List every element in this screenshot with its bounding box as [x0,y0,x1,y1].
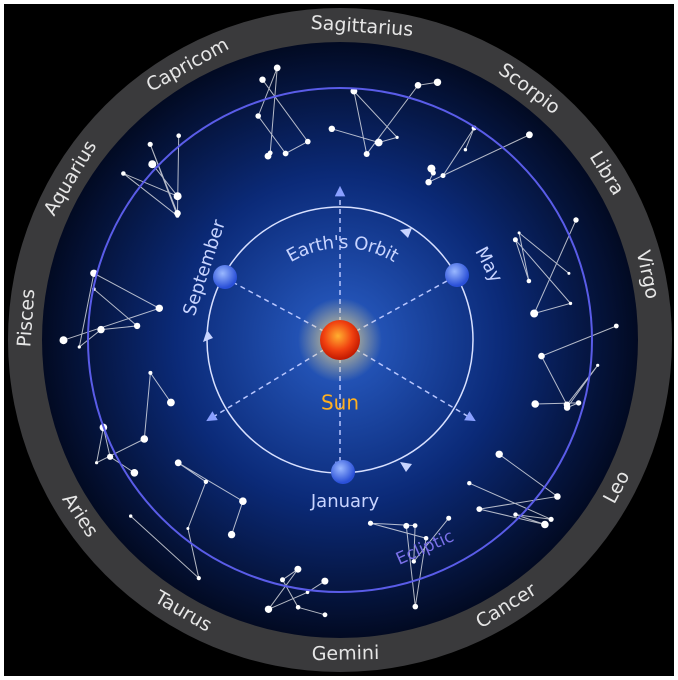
sun-label: Sun [321,391,359,415]
star [228,531,235,538]
star [280,577,285,582]
star [296,605,301,610]
star [167,399,175,407]
star [368,521,373,526]
star [176,133,181,138]
star [496,451,503,458]
star [197,576,201,580]
star [518,231,521,234]
star [434,79,441,86]
star [526,131,533,138]
zodiac-label: Pisces [13,288,39,348]
star [527,279,532,284]
star [425,179,431,185]
star [567,272,570,275]
star [538,353,545,360]
star [323,612,328,617]
star [95,461,98,464]
star [204,480,208,484]
star [431,170,436,175]
star [174,192,182,200]
earth [445,263,469,287]
star [259,77,265,83]
star [175,459,182,466]
star [576,400,581,405]
star [60,336,68,344]
star [614,324,619,329]
star [513,512,517,516]
earth [331,460,355,484]
star [107,454,113,460]
zodiac-diagram: Earth's Orbit Sun May September January … [0,0,678,680]
star [148,371,152,375]
month-label: January [310,491,380,512]
star [329,126,335,132]
star [131,469,139,477]
sun [320,320,360,360]
star [569,302,572,305]
star [274,65,281,72]
star [413,523,418,528]
star [148,160,156,168]
star [396,136,399,139]
star [186,527,189,530]
star [305,139,311,145]
star [476,506,482,512]
star [530,310,538,318]
star [121,171,126,176]
star [78,345,81,348]
star [97,326,104,333]
star [375,139,383,147]
star [129,514,132,517]
star [413,604,419,610]
earth [213,265,237,289]
star [467,481,471,485]
star [255,113,261,119]
star [321,578,328,585]
star [148,142,153,147]
star [554,493,561,500]
star [573,217,578,222]
star [239,497,247,505]
star [265,606,272,613]
star [141,435,149,443]
star [134,323,140,329]
star [415,82,422,89]
star [464,148,467,151]
star [531,400,539,408]
star [283,151,289,157]
star [175,214,179,218]
star [403,523,409,529]
star [156,305,163,312]
star [513,237,518,242]
star [541,521,549,529]
star [549,517,554,522]
zodiac-label: Gemini [312,642,380,665]
star [364,151,370,157]
star [596,364,599,367]
star [564,404,570,410]
star [265,153,272,160]
star [441,173,446,178]
star [446,516,451,521]
star [294,566,301,573]
